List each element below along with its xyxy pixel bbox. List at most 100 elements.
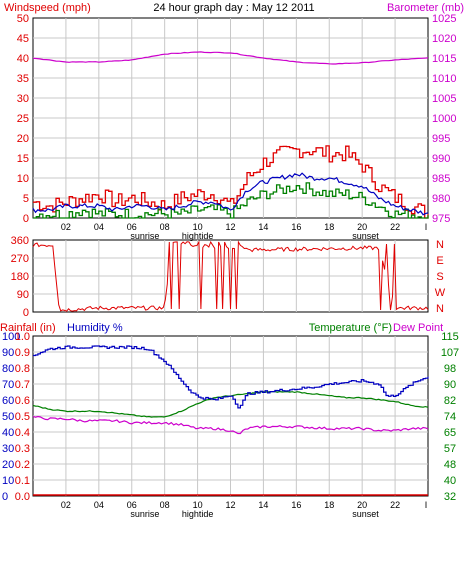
wind-y-tick: 40 xyxy=(17,53,29,65)
humidity-y-tick: 100 xyxy=(2,331,20,343)
series-barometer-line xyxy=(32,51,429,65)
baro-y-tick: 975 xyxy=(432,213,450,225)
baro-y-tick: 1015 xyxy=(432,53,456,65)
rain-y-tick: 0.9 xyxy=(15,347,30,359)
x-tick-label: 02 xyxy=(61,222,71,232)
direction-y-tick: 180 xyxy=(11,271,29,283)
dewpoint-axis-title: Dew Point xyxy=(393,322,443,334)
compass-label: E xyxy=(436,255,443,267)
baro-y-tick: 980 xyxy=(432,193,450,205)
temperature-axis-title: Temperature (°F) xyxy=(309,322,392,334)
x-tick-label: 18 xyxy=(324,500,334,510)
humidity-y-tick: 0 xyxy=(2,491,8,503)
wind-y-tick: 35 xyxy=(17,73,29,85)
x-tick-label: 22 xyxy=(390,222,400,232)
wind-y-tick: 0 xyxy=(23,213,29,225)
compass-label: N xyxy=(436,303,444,315)
wind-y-tick: 30 xyxy=(17,93,29,105)
direction-y-tick: 0 xyxy=(23,307,29,319)
rain-y-tick: 0.5 xyxy=(15,411,30,423)
wind-grid xyxy=(33,18,428,218)
x-tick-label: 12 xyxy=(225,222,235,232)
wind-y-tick: 45 xyxy=(17,33,29,45)
baro-y-tick: 990 xyxy=(432,153,450,165)
humidity-y-tick: 30 xyxy=(2,443,14,455)
direction-y-tick: 90 xyxy=(17,289,29,301)
baro-y-tick: 995 xyxy=(432,133,450,145)
temperature-y-tick: 115 xyxy=(441,331,459,343)
wind-y-tick: 20 xyxy=(17,133,29,145)
temperature-y-tick: 90 xyxy=(444,379,456,391)
x-annotation-sunrise: sunrise xyxy=(130,509,159,519)
x-tick-label: 16 xyxy=(291,222,301,232)
x-tick-label: 14 xyxy=(258,500,268,510)
temperature-y-tick: 65 xyxy=(444,427,456,439)
x-tick-label: 06 xyxy=(127,222,137,232)
x-tick-label: 20 xyxy=(357,222,367,232)
x-tick-label: 20 xyxy=(357,500,367,510)
baro-y-tick: 1025 xyxy=(432,13,456,25)
baro-y-tick: 1020 xyxy=(432,33,456,45)
climate-grid xyxy=(33,336,428,496)
x-tick-label: 22 xyxy=(390,500,400,510)
x-tick-label: 02 xyxy=(61,500,71,510)
direction-series xyxy=(32,240,429,312)
x-tick-label: 18 xyxy=(324,222,334,232)
humidity-y-tick: 50 xyxy=(2,411,14,423)
x-annotation-hightide: hightide xyxy=(182,231,214,241)
rain-y-tick: 0.2 xyxy=(15,459,30,471)
direction-y-tick: 360 xyxy=(11,235,29,247)
barometer-axis-title: Barometer (mb) xyxy=(387,2,464,14)
baro-y-tick: 985 xyxy=(432,173,450,185)
chart-title: 24 hour graph day : May 12 2011 xyxy=(153,2,314,14)
rainfall-axis-title: Rainfall (in) xyxy=(0,322,56,334)
baro-y-tick: 1000 xyxy=(432,113,456,125)
rain-y-tick: 0.1 xyxy=(15,475,30,487)
x-tick-label: 06 xyxy=(127,500,137,510)
wind-series xyxy=(32,51,429,219)
climate-tick-labels: 0 10 20 30 40 50 60 70 80 90 100 0.0 0.1 0.2 0.3 0.4 0.5… xyxy=(2,331,459,519)
temperature-y-tick: 107 xyxy=(441,347,459,359)
x-annotation-hightide: hightide xyxy=(182,509,214,519)
compass-label: S xyxy=(436,271,443,283)
x-tick-label: 08 xyxy=(160,500,170,510)
x-tick-label: 08 xyxy=(160,222,170,232)
x-tick-label: 12 xyxy=(225,500,235,510)
series-direction-line xyxy=(32,240,429,312)
x-annotation-sunset: sunset xyxy=(352,231,379,241)
wind-y-tick: 50 xyxy=(17,13,29,25)
x-tick-label: 04 xyxy=(94,500,104,510)
wind-tick-labels: 0510152025303540455097598098599099510001… xyxy=(17,13,457,241)
series-gust-line xyxy=(33,145,429,219)
x-tick-label: 16 xyxy=(291,500,301,510)
temperature-y-tick: 40 xyxy=(444,475,456,487)
baro-y-tick: 1005 xyxy=(432,93,456,105)
humidity-axis-title: Humidity % xyxy=(67,322,123,334)
x-tick-label: 04 xyxy=(94,222,104,232)
temperature-y-tick: 74 xyxy=(444,411,456,423)
wind-y-tick: 10 xyxy=(17,173,29,185)
windspeed-axis-title: Windspeed (mph) xyxy=(4,2,91,14)
wind-y-tick: 25 xyxy=(17,113,29,125)
humidity-y-tick: 20 xyxy=(2,459,14,471)
temperature-y-tick: 98 xyxy=(444,363,456,375)
x-annotation-sunrise: sunrise xyxy=(130,231,159,241)
temperature-y-tick: 32 xyxy=(444,491,456,503)
rain-y-tick: 0.0 xyxy=(15,491,30,503)
rain-y-tick: 1.0 xyxy=(15,331,30,343)
temperature-y-tick: 57 xyxy=(444,443,456,455)
series-dewpoint-line xyxy=(32,415,429,435)
rain-y-tick: 0.6 xyxy=(15,395,30,407)
humidity-y-tick: 90 xyxy=(2,347,14,359)
baro-y-tick: 1010 xyxy=(432,73,456,85)
rain-y-tick: 0.4 xyxy=(15,427,30,439)
x-tick-label: I xyxy=(425,500,428,510)
x-annotation-sunset: sunset xyxy=(352,509,379,519)
x-tick-label: 14 xyxy=(258,222,268,232)
x-tick-label: I xyxy=(425,222,428,232)
series-low-wind-line xyxy=(33,182,429,219)
temperature-y-tick: 82 xyxy=(444,395,456,407)
rain-y-tick: 0.3 xyxy=(15,443,30,455)
